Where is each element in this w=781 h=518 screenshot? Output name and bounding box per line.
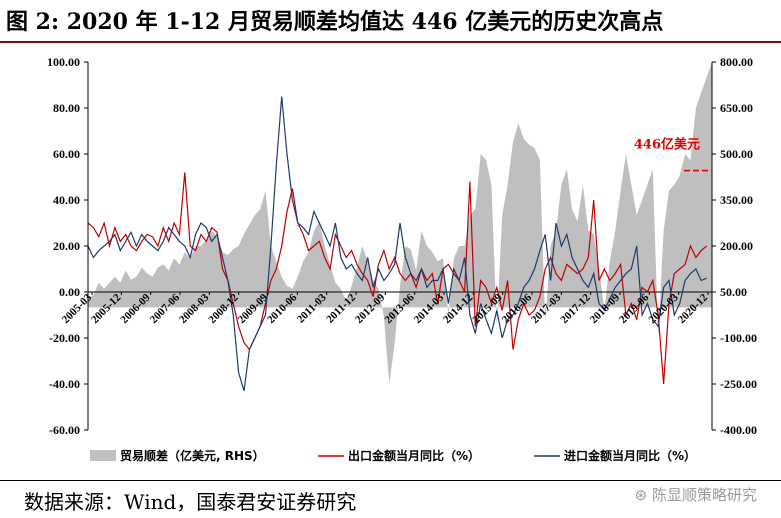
right-tick-label: 500.00 [720, 147, 753, 161]
legend-label-export: 出口金额当月同比（%） [348, 448, 480, 463]
left-tick-label: 0.00 [59, 285, 80, 299]
legend-layer: 贸易顺差（亿美元, RHS） 出口金额当月同比（%） 进口金额当月同比（%） [90, 448, 696, 463]
legend-label-import: 进口金额当月同比（%） [564, 448, 696, 463]
right-tick-label: -400.00 [720, 423, 757, 437]
right-tick-label: 50.00 [720, 285, 747, 299]
area-layer [88, 62, 712, 384]
left-tick-label: 20.00 [53, 239, 80, 253]
watermark-text: 陈显顺策略研究 [651, 486, 757, 504]
figure-title: 图 2: 2020 年 1-12 月贸易顺差均值达 446 亿美元的历史次高点 [6, 9, 664, 35]
right-tick-label: 650.00 [720, 101, 753, 115]
line-layer [87, 96, 707, 392]
right-tick-label: 200.00 [720, 239, 753, 253]
right-tick-label: -100.00 [720, 331, 757, 345]
left-tick-label: -60.00 [49, 423, 80, 437]
left-tick-label: -40.00 [49, 377, 80, 391]
wechat-icon: ⊛ [634, 486, 648, 504]
export-yoy-line [87, 172, 707, 385]
left-tick-label: -20.00 [49, 331, 80, 345]
right-tick-label: 800.00 [720, 55, 753, 69]
left-tick-label: 60.00 [53, 147, 80, 161]
left-tick-label: 80.00 [53, 101, 80, 115]
left-tick-label: 40.00 [53, 193, 80, 207]
right-tick-label: -250.00 [720, 377, 757, 391]
left-tick-label: 100.00 [47, 55, 80, 69]
annotation-label: 446亿美元 [634, 137, 700, 153]
watermark: ⊛ 陈显顺策略研究 [635, 484, 757, 505]
chart: 100.00 80.00 60.00 40.00 20.00 0.00 -20.00 -40.… [47, 55, 757, 463]
right-tick-label: 350.00 [720, 193, 753, 207]
legend-swatch-area [90, 450, 116, 461]
legend-label-area: 贸易顺差（亿美元, RHS） [120, 448, 265, 463]
import-yoy-line [87, 96, 707, 392]
source-note: 数据来源：Wind，国泰君安证券研究 [24, 490, 357, 514]
title-rule [0, 41, 781, 43]
trade-surplus-area [88, 62, 712, 384]
source-rule [0, 480, 781, 481]
